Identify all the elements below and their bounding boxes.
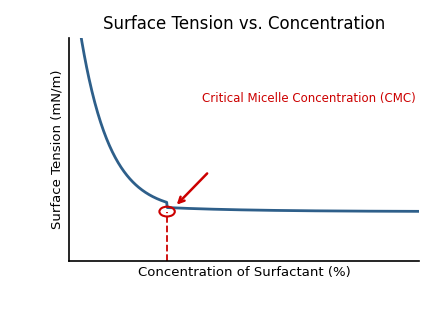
Y-axis label: Surface Tension (mN/m): Surface Tension (mN/m) bbox=[51, 69, 64, 229]
Text: Critical Micelle Concentration (CMC): Critical Micelle Concentration (CMC) bbox=[202, 92, 416, 105]
X-axis label: Concentration of Surfactant (%): Concentration of Surfactant (%) bbox=[138, 266, 350, 279]
Title: Surface Tension vs. Concentration: Surface Tension vs. Concentration bbox=[103, 15, 385, 33]
